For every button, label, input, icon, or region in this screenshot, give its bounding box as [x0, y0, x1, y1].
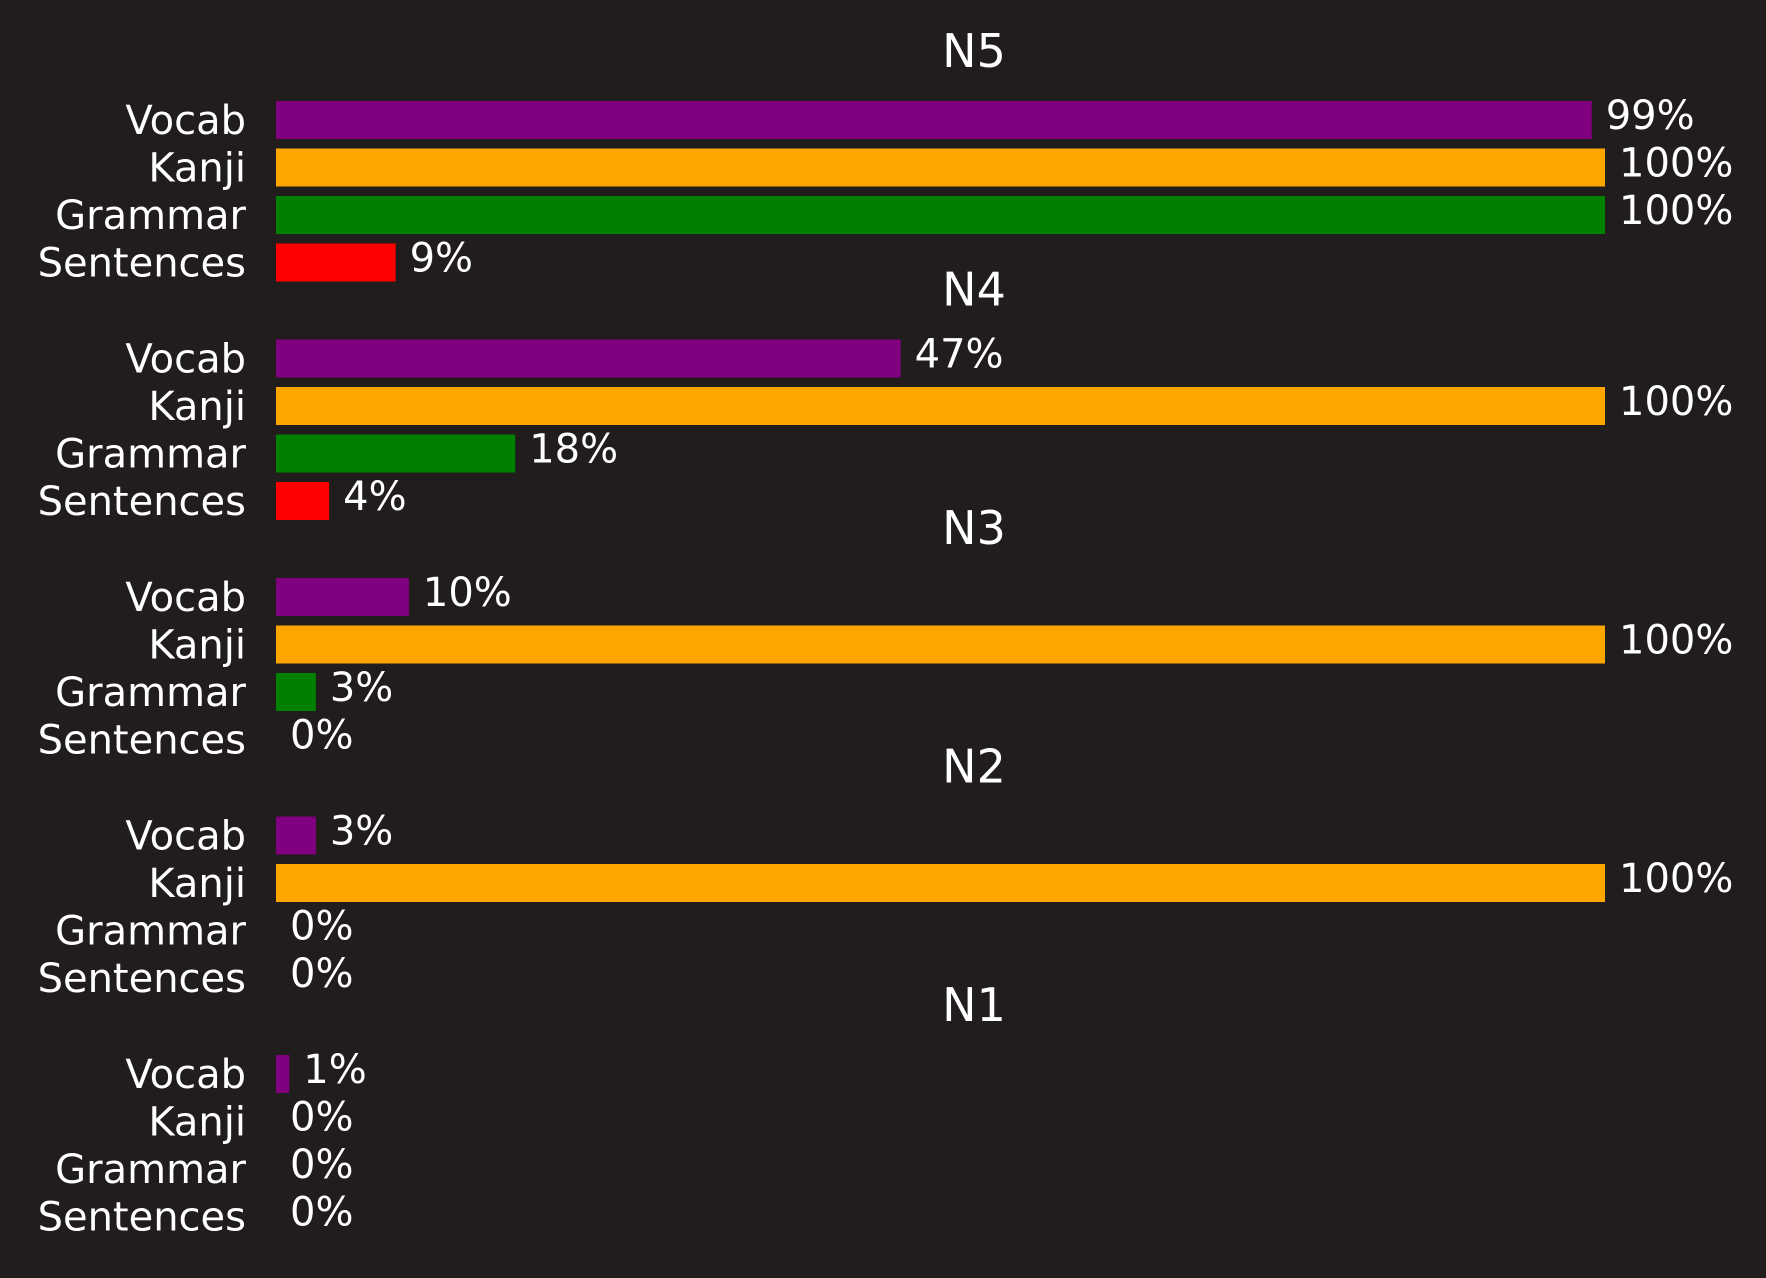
data-label-kanji: 100% [1619, 379, 1733, 425]
bar-vocab [276, 1055, 290, 1093]
panel-title: N4 [942, 263, 1006, 317]
panel-title: N1 [942, 978, 1006, 1032]
bar-grammar [276, 673, 316, 711]
category-label-grammar: Grammar [55, 193, 246, 239]
bar-kanji [276, 148, 1605, 187]
category-label-grammar: Grammar [55, 670, 246, 716]
bar-vocab [276, 578, 409, 616]
data-label-vocab: 3% [330, 809, 393, 855]
chart-panel-n2: N2 Vocab 3% Kanji 100% Grammar 0% Sentences 0% [38, 740, 1734, 1003]
data-label-kanji: 100% [1619, 618, 1733, 664]
category-label-sentences: Sentences [38, 241, 246, 287]
data-label-vocab: 47% [915, 332, 1004, 378]
panel-title: N2 [942, 740, 1006, 794]
bar-grammar [276, 196, 1605, 234]
category-label-grammar: Grammar [55, 909, 246, 955]
data-label-kanji: 100% [1619, 141, 1733, 187]
category-label-kanji: Kanji [148, 623, 246, 669]
bar-vocab [276, 816, 316, 855]
category-label-vocab: Vocab [125, 98, 246, 144]
bar-vocab [276, 339, 901, 378]
bar-kanji [276, 387, 1605, 425]
data-label-vocab: 99% [1606, 93, 1695, 139]
chart-panel-n3: N3 Vocab 10% Kanji 100% Grammar 3% Sentences 0% [38, 501, 1734, 764]
bar-sentences [276, 243, 396, 282]
category-label-sentences: Sentences [38, 718, 246, 764]
category-label-kanji: Kanji [148, 384, 246, 430]
data-label-sentences: 4% [343, 474, 406, 520]
category-label-kanji: Kanji [148, 861, 246, 907]
category-label-sentences: Sentences [38, 479, 246, 525]
category-label-vocab: Vocab [125, 814, 246, 860]
panel-title: N3 [942, 501, 1006, 555]
data-label-sentences: 0% [290, 1190, 353, 1236]
data-label-sentences: 0% [290, 713, 353, 759]
data-label-sentences: 9% [410, 236, 473, 282]
data-label-kanji: 0% [290, 1095, 353, 1141]
chart-panel-n5: N5 Vocab 99% Kanji 100% Grammar 100% Sentences 9… [38, 24, 1734, 287]
bar-sentences [276, 482, 330, 520]
bar-kanji [276, 864, 1605, 902]
category-label-vocab: Vocab [125, 575, 246, 621]
category-label-sentences: Sentences [38, 956, 246, 1002]
data-label-kanji: 100% [1619, 856, 1733, 902]
chart-panel-n1: N1 Vocab 1% Kanji 0% Grammar 0% Sentences 0% [38, 978, 1006, 1241]
bar-kanji [276, 625, 1605, 664]
category-label-vocab: Vocab [125, 337, 246, 383]
category-label-kanji: Kanji [148, 146, 246, 192]
category-label-grammar: Grammar [55, 432, 246, 478]
data-label-sentences: 0% [290, 951, 353, 997]
data-label-grammar: 0% [290, 904, 353, 950]
category-label-sentences: Sentences [38, 1195, 246, 1241]
data-label-grammar: 0% [290, 1142, 353, 1188]
category-label-grammar: Grammar [55, 1147, 246, 1193]
chart-panel-n4: N4 Vocab 47% Kanji 100% Grammar 18% Sentences 4% [38, 263, 1734, 526]
data-label-grammar: 3% [330, 665, 393, 711]
category-label-vocab: Vocab [125, 1052, 246, 1098]
data-label-grammar: 18% [529, 427, 618, 473]
data-label-grammar: 100% [1619, 188, 1733, 234]
data-label-vocab: 1% [303, 1047, 366, 1093]
bar-grammar [276, 434, 516, 473]
bar-vocab [276, 101, 1592, 139]
data-label-vocab: 10% [423, 570, 512, 616]
category-label-kanji: Kanji [148, 1100, 246, 1146]
panel-title: N5 [942, 24, 1006, 78]
